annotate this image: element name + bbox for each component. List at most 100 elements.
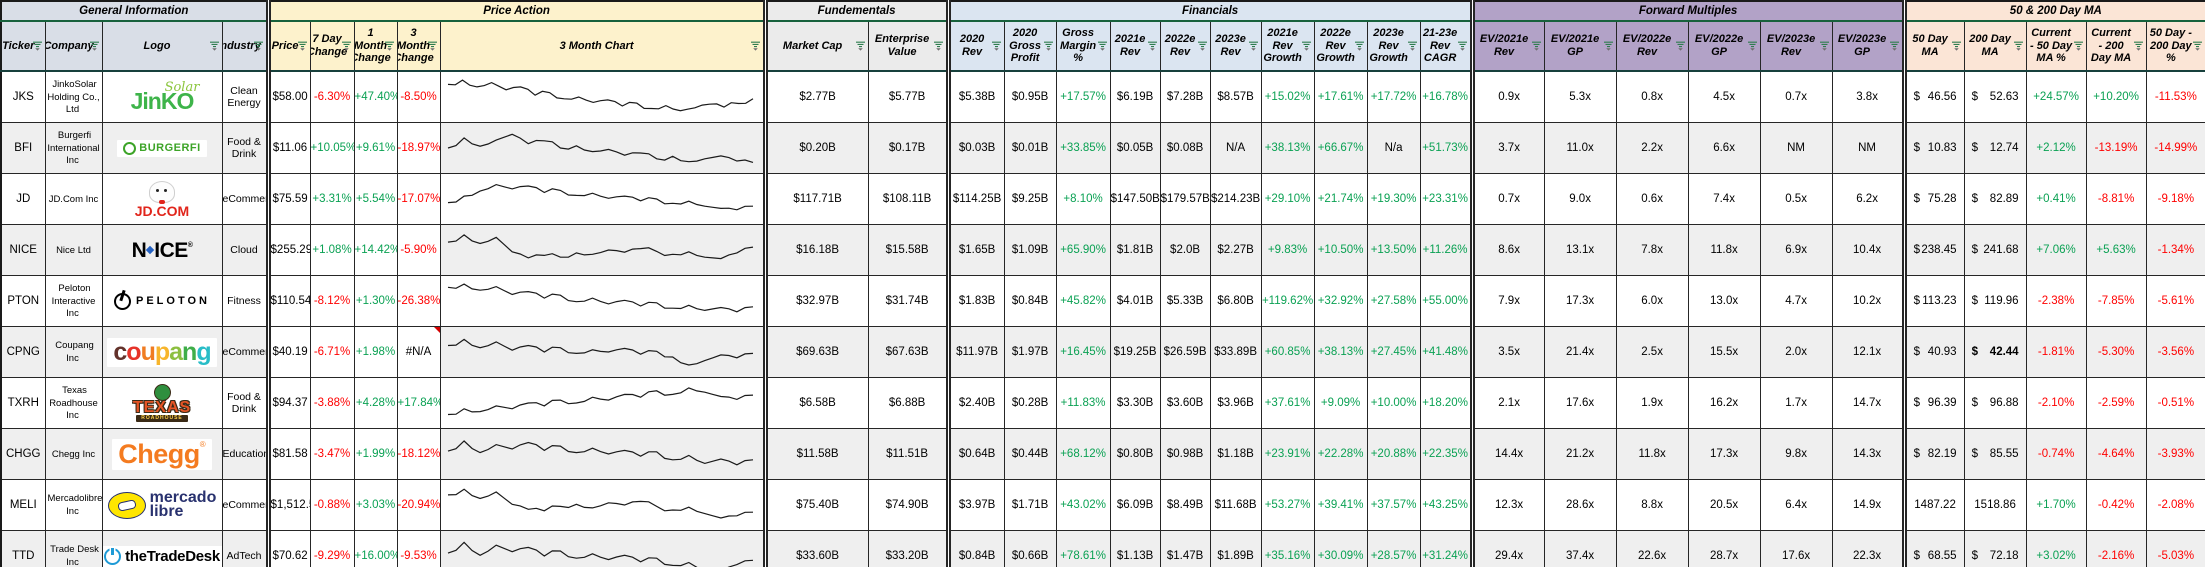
cell-ma50[interactable]: $113.23 — [1901, 275, 1965, 327]
cell-ev_gp_22[interactable]: 4.5x — [1687, 70, 1761, 123]
cell-industry[interactable]: Fitness — [221, 275, 269, 327]
cell-growth_2023e[interactable]: +27.58% — [1366, 275, 1421, 327]
cell-d50_vs_200[interactable]: -3.93% — [2145, 428, 2205, 480]
cell-ev_gp_23[interactable]: 22.3x — [1831, 530, 1905, 567]
cell-cagr[interactable]: +23.31% — [1419, 173, 1473, 225]
cell-industry[interactable]: eCommerce — [221, 326, 269, 378]
cell-ma50[interactable]: $238.45 — [1901, 224, 1965, 276]
cell-gross_margin[interactable]: +17.57% — [1055, 70, 1111, 123]
cell-spark[interactable] — [439, 173, 766, 225]
cell-growth_2022e[interactable]: +17.61% — [1313, 70, 1368, 123]
cell-logo[interactable]: N ICE ® — [101, 224, 223, 276]
cell-cagr[interactable]: +22.35% — [1419, 428, 1473, 480]
cell-ev_rev_23[interactable]: 0.5x — [1759, 173, 1833, 225]
cell-chg_1m[interactable]: +47.40% — [353, 70, 398, 123]
cell-market_cap[interactable]: $75.40B — [762, 479, 869, 531]
cell-ev_gp_23[interactable]: 10.2x — [1831, 275, 1905, 327]
cell-ticker[interactable]: MELI — [0, 479, 46, 531]
cell-ticker[interactable]: PTON — [0, 275, 46, 327]
filter-dropdown-icon[interactable] — [384, 41, 395, 51]
cell-d50_vs_200[interactable]: -5.61% — [2145, 275, 2205, 327]
cell-chg_3m[interactable]: -20.94% — [396, 479, 441, 531]
cell-ev_rev_22[interactable]: 11.8x — [1615, 428, 1689, 480]
cell-ev_gp_23[interactable]: 3.8x — [1831, 70, 1905, 123]
cell-industry[interactable]: Food & Drink — [221, 377, 269, 429]
cell-ev_gp_21[interactable]: 9.0x — [1543, 173, 1617, 225]
filter-dropdown-icon[interactable] — [253, 41, 264, 51]
cell-ticker[interactable]: TTD — [0, 530, 46, 567]
filter-dropdown-icon[interactable] — [297, 41, 308, 51]
cell-ev_rev_21[interactable]: 0.7x — [1469, 173, 1545, 225]
cell-company[interactable]: Texas Roadhouse Inc — [44, 377, 103, 429]
cell-d50_vs_200[interactable]: -2.08% — [2145, 479, 2205, 531]
cell-ma50[interactable]: $68.55 — [1901, 530, 1965, 567]
cell-price[interactable]: $40.19 — [265, 326, 311, 378]
cell-rev_2020[interactable]: $0.84B — [945, 530, 1005, 567]
cell-gp_2020[interactable]: $0.84B — [1003, 275, 1057, 327]
cell-market_cap[interactable]: $2.77B — [762, 70, 869, 123]
cell-ma50[interactable]: $82.19 — [1901, 428, 1965, 480]
cell-d50_vs_200[interactable]: -3.56% — [2145, 326, 2205, 378]
cell-chg_7d[interactable]: -6.71% — [309, 326, 355, 378]
cell-growth_2022e[interactable]: +39.41% — [1313, 479, 1368, 531]
filter-dropdown-icon[interactable] — [1043, 41, 1054, 51]
filter-dropdown-icon[interactable] — [1951, 41, 1962, 51]
cell-rev_2020[interactable]: $1.83B — [945, 275, 1005, 327]
cell-ev_rev_23[interactable]: 2.0x — [1759, 326, 1833, 378]
cell-rev_2022e[interactable]: $5.33B — [1159, 275, 1211, 327]
cell-ev_gp_21[interactable]: 5.3x — [1543, 70, 1617, 123]
cell-growth_2023e[interactable]: +20.88% — [1366, 428, 1421, 480]
cell-company[interactable]: Peloton Interactive Inc — [44, 275, 103, 327]
cell-enterprise_value[interactable]: $33.20B — [867, 530, 949, 567]
cell-cagr[interactable]: +18.20% — [1419, 377, 1473, 429]
filter-dropdown-icon[interactable] — [991, 41, 1002, 51]
cell-chg_7d[interactable]: +3.31% — [309, 173, 355, 225]
cell-growth_2023e[interactable]: +10.00% — [1366, 377, 1421, 429]
cell-ev_rev_23[interactable]: 9.8x — [1759, 428, 1833, 480]
cell-spark[interactable] — [439, 530, 766, 567]
cell-ev_rev_22[interactable]: 1.9x — [1615, 377, 1689, 429]
cell-gp_2020[interactable]: $0.01B — [1003, 122, 1057, 174]
cell-rev_2023e[interactable]: $8.57B — [1209, 70, 1262, 123]
cell-ev_gp_22[interactable]: 17.3x — [1687, 428, 1761, 480]
cell-chg_1m[interactable]: +1.99% — [353, 428, 398, 480]
cell-logo[interactable]: Chegg® — [101, 428, 223, 480]
cell-ticker[interactable]: BFI — [0, 122, 46, 174]
cell-d50_vs_200[interactable]: -14.99% — [2145, 122, 2205, 174]
cell-chg_7d[interactable]: -0.88% — [309, 479, 355, 531]
cell-price[interactable]: $255.29 — [265, 224, 311, 276]
filter-dropdown-icon[interactable] — [427, 41, 438, 51]
cell-ev_gp_23[interactable]: 14.9x — [1831, 479, 1905, 531]
cell-rev_2022e[interactable]: $8.49B — [1159, 479, 1211, 531]
cell-ev_rev_22[interactable]: 7.8x — [1615, 224, 1689, 276]
cell-rev_2020[interactable]: $5.38B — [945, 70, 1005, 123]
cell-market_cap[interactable]: $69.63B — [762, 326, 869, 378]
cell-spark[interactable] — [439, 377, 766, 429]
cell-company[interactable]: JinkoSolar Holding Co., Ltd — [44, 70, 103, 123]
cell-rev_2021e[interactable]: $147.50B — [1109, 173, 1161, 225]
cell-rev_2023e[interactable]: $6.80B — [1209, 275, 1262, 327]
cell-chg_1m[interactable]: +9.61% — [353, 122, 398, 174]
cell-ev_gp_21[interactable]: 11.0x — [1543, 122, 1617, 174]
cell-growth_2023e[interactable]: N/a — [1366, 122, 1421, 174]
cell-ev_rev_22[interactable]: 0.6x — [1615, 173, 1689, 225]
cell-market_cap[interactable]: $16.18B — [762, 224, 869, 276]
cell-ev_gp_21[interactable]: 13.1x — [1543, 224, 1617, 276]
cell-ev_rev_21[interactable]: 7.9x — [1469, 275, 1545, 327]
filter-dropdown-icon[interactable] — [2013, 41, 2024, 51]
cell-cur_vs_200[interactable]: -13.19% — [2085, 122, 2147, 174]
cell-chg_1m[interactable]: +3.03% — [353, 479, 398, 531]
cell-enterprise_value[interactable]: $74.90B — [867, 479, 949, 531]
cell-company[interactable]: Mercadolibre Inc — [44, 479, 103, 531]
cell-industry[interactable]: Clean Energy — [221, 70, 269, 123]
cell-rev_2023e[interactable]: $2.27B — [1209, 224, 1262, 276]
cell-ticker[interactable]: CHGG — [0, 428, 46, 480]
cell-ma200[interactable]: 1518.86 — [1963, 479, 2027, 531]
filter-dropdown-icon[interactable] — [1603, 41, 1614, 51]
cell-industry[interactable]: eCommerce — [221, 173, 269, 225]
cell-industry[interactable]: Education — [221, 428, 269, 480]
cell-price[interactable]: $75.59 — [265, 173, 311, 225]
cell-rev_2021e[interactable]: $6.09B — [1109, 479, 1161, 531]
cell-chg_3m[interactable]: -8.50% — [396, 70, 441, 123]
cell-rev_2023e[interactable]: $3.96B — [1209, 377, 1262, 429]
